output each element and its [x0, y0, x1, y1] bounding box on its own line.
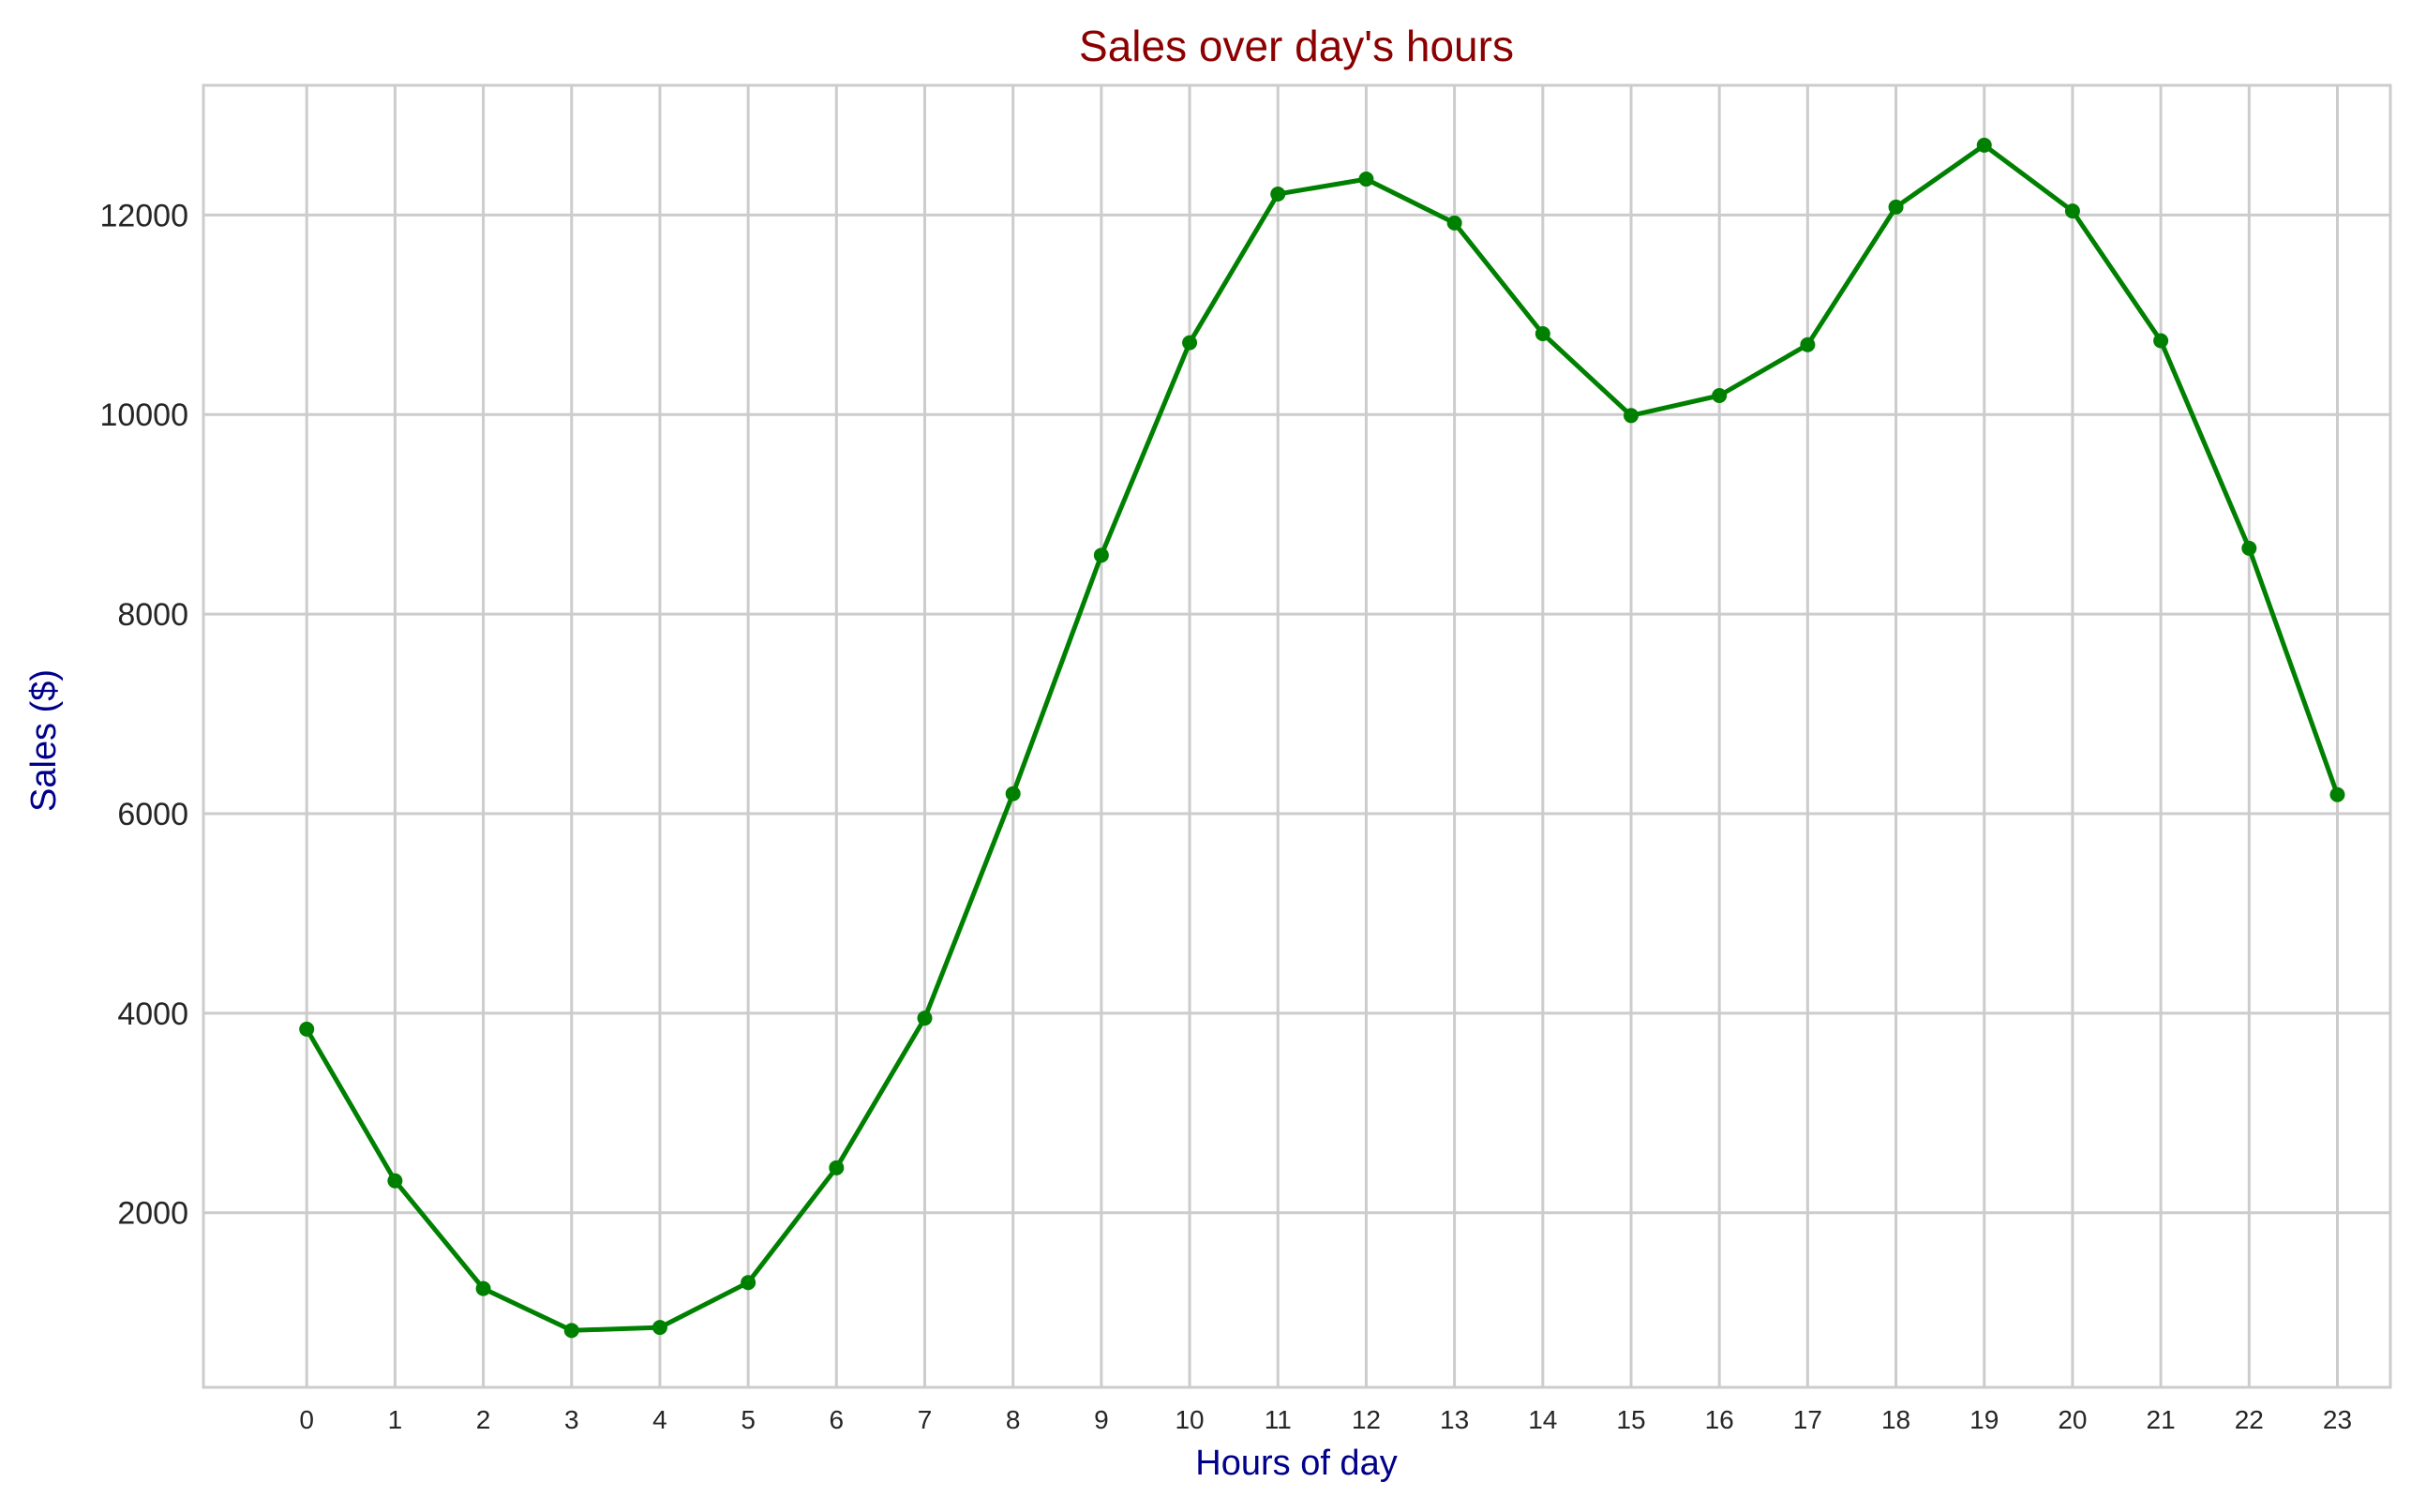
data-point [563, 1323, 579, 1339]
tick-labels: 0 1 2 3 4 5 6 7 8 9 10 11 12 13 14 15 16 17 18 19 20 21 22 2320… [99, 198, 2352, 1434]
x-tick-label: 17 [1793, 1405, 1822, 1434]
x-tick-label: 21 [2147, 1405, 2176, 1434]
grid-lines [203, 85, 2390, 1387]
data-point [1800, 337, 1816, 352]
series-layer [299, 137, 2345, 1339]
x-tick-label: 19 [1969, 1405, 1999, 1434]
data-point [2153, 333, 2169, 349]
x-tick-label: 7 [918, 1405, 933, 1434]
x-tick-label: 3 [564, 1405, 579, 1434]
data-point [1712, 388, 1728, 404]
data-point [1976, 137, 1992, 153]
data-point [1358, 172, 1374, 187]
x-tick-label: 4 [652, 1405, 667, 1434]
x-axis-label: Hours of day [1195, 1444, 1397, 1483]
x-tick-label: 10 [1175, 1405, 1204, 1434]
x-tick-label: 6 [830, 1405, 845, 1434]
data-point [2329, 786, 2345, 802]
x-tick-label: 1 [388, 1405, 403, 1434]
x-tick-label: 13 [1440, 1405, 1469, 1434]
x-tick-label: 2 [476, 1405, 491, 1434]
x-tick-label: 22 [2235, 1405, 2264, 1434]
data-point [299, 1021, 315, 1037]
y-tick-label: 12000 [99, 198, 188, 233]
data-point [2241, 540, 2257, 556]
y-axis-label: Sales ($) [24, 669, 64, 812]
x-tick-label: 23 [2323, 1405, 2352, 1434]
x-tick-label: 9 [1094, 1405, 1109, 1434]
chart-title: Sales over day's hours [1079, 22, 1514, 70]
data-point [1005, 786, 1021, 801]
x-tick-label: 15 [1616, 1405, 1645, 1434]
y-tick-label: 2000 [117, 1196, 188, 1232]
data-point [829, 1160, 845, 1175]
data-point [741, 1275, 756, 1291]
data-point [475, 1280, 491, 1296]
x-tick-label: 18 [1881, 1405, 1910, 1434]
x-tick-label: 11 [1265, 1405, 1292, 1434]
data-point [1093, 547, 1109, 563]
x-tick-label: 16 [1705, 1405, 1734, 1434]
data-point [651, 1320, 667, 1336]
data-point [1270, 187, 1286, 202]
data-point [1535, 326, 1550, 342]
data-point [1623, 408, 1639, 424]
x-tick-label: 0 [299, 1405, 314, 1434]
series-line [304, 142, 2340, 1333]
y-tick-label: 8000 [117, 597, 188, 633]
x-tick-label: 20 [2058, 1405, 2087, 1434]
y-tick-label: 4000 [117, 996, 188, 1032]
data-point [1446, 215, 1462, 231]
data-point [2064, 203, 2080, 219]
data-point [1888, 199, 1904, 215]
plot-frame [202, 83, 2392, 1389]
data-point [917, 1010, 933, 1026]
data-point [387, 1173, 403, 1189]
y-tick-label: 6000 [117, 797, 188, 832]
x-tick-label: 8 [1006, 1405, 1021, 1434]
x-tick-label: 12 [1352, 1405, 1381, 1434]
x-tick-label: 14 [1528, 1405, 1557, 1434]
data-point [1182, 335, 1198, 351]
x-tick-label: 5 [741, 1405, 756, 1434]
y-tick-label: 10000 [99, 397, 188, 433]
